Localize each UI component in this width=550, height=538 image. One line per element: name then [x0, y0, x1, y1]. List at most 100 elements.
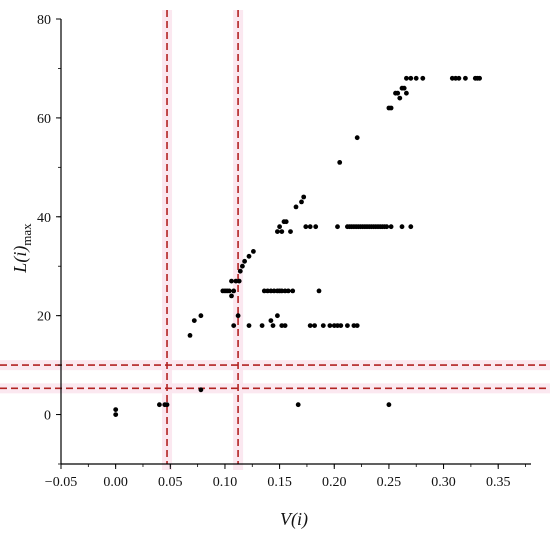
data-point-48	[288, 229, 293, 235]
data-point-106	[456, 75, 462, 81]
y-tick-label-1: 20	[37, 310, 51, 325]
data-point-80	[320, 323, 326, 328]
data-point-99	[404, 90, 409, 96]
data-point-33	[279, 288, 285, 294]
data-point-12	[226, 288, 232, 294]
data-point-22	[242, 258, 248, 264]
data-point-26	[259, 323, 265, 328]
y-tick-label-4: 80	[37, 13, 51, 28]
data-point-54	[313, 224, 319, 230]
x-tick-label-4: 0.15	[267, 475, 292, 490]
data-point-49	[293, 204, 299, 210]
y-axis-title: L(i)max	[10, 223, 34, 274]
data-point-83	[335, 323, 340, 328]
data-point-23	[246, 253, 252, 259]
data-point-39	[270, 323, 276, 328]
data-point-102	[413, 75, 419, 81]
data-point-5	[198, 387, 204, 393]
y-tick-labels: 0 20 40 60 80	[37, 13, 51, 424]
data-point-96	[397, 95, 403, 101]
data-point-98	[401, 85, 407, 91]
vertical-band-0	[162, 10, 173, 470]
data-point-13	[229, 293, 234, 299]
data-point-85	[345, 323, 350, 328]
data-point-4	[164, 402, 170, 408]
data-point-79	[312, 323, 317, 328]
data-point-110	[477, 75, 482, 81]
data-point-55	[335, 224, 340, 230]
data-points	[113, 75, 482, 417]
data-point-104	[449, 75, 455, 81]
data-point-44	[277, 224, 282, 230]
data-point-8	[198, 313, 204, 319]
x-tick-label-3: 0.10	[213, 475, 238, 490]
data-point-90	[337, 160, 343, 165]
data-point-41	[279, 323, 285, 328]
data-point-7	[191, 318, 197, 323]
data-point-51	[301, 194, 307, 200]
x-tick-labels: −0.05 0.00 0.05 0.10 0.15 0.20 0.25 0.30 0.35	[45, 475, 511, 490]
data-point-25	[246, 323, 252, 328]
data-point-45	[279, 229, 285, 235]
data-point-28	[265, 288, 270, 294]
data-point-89	[386, 402, 392, 408]
y-tick-label-3: 60	[37, 112, 51, 127]
y-tick-label-0: 0	[44, 409, 51, 424]
data-point-16	[233, 278, 239, 284]
data-point-107	[463, 75, 468, 81]
data-point-14	[231, 288, 237, 294]
y-tick-label-2: 40	[37, 211, 51, 226]
axes	[56, 18, 531, 469]
data-point-19	[235, 313, 241, 319]
data-point-52	[303, 224, 309, 230]
data-point-40	[275, 313, 280, 319]
x-tick-label-5: 0.20	[322, 475, 347, 490]
data-point-84	[338, 323, 344, 328]
data-point-101	[408, 75, 414, 81]
data-point-76	[399, 224, 405, 230]
data-point-35	[285, 288, 291, 294]
data-point-1	[113, 412, 119, 417]
data-point-38	[268, 318, 274, 323]
x-tick-label-8: 0.35	[486, 475, 511, 490]
x-tick-label-0: −0.05	[45, 475, 77, 490]
data-point-53	[307, 224, 313, 230]
data-point-17	[236, 278, 242, 284]
data-point-100	[404, 75, 409, 81]
data-point-6	[187, 333, 193, 338]
data-point-21	[240, 263, 245, 269]
data-point-2	[157, 402, 162, 408]
data-point-87	[354, 323, 360, 328]
data-point-43	[275, 229, 280, 235]
data-point-27	[261, 288, 267, 294]
data-point-0	[113, 407, 119, 412]
data-point-81	[327, 323, 333, 328]
data-point-74	[384, 224, 390, 230]
data-point-75	[388, 224, 394, 230]
data-point-30	[271, 288, 277, 294]
data-point-95	[395, 90, 401, 96]
data-point-88	[295, 402, 301, 408]
data-point-77	[408, 224, 414, 230]
data-point-103	[420, 75, 426, 81]
data-point-86	[351, 323, 357, 328]
data-point-20	[237, 268, 243, 274]
data-point-50	[299, 199, 304, 205]
vertical-band-1	[233, 10, 244, 470]
data-point-47	[283, 219, 289, 225]
data-point-78	[307, 323, 313, 328]
data-point-42	[282, 323, 288, 328]
ref-lines	[0, 10, 550, 464]
x-tick-label-7: 0.30	[431, 475, 456, 490]
x-tick-label-2: 0.05	[158, 475, 183, 490]
data-point-15	[229, 278, 234, 284]
x-axis-title: V(i)	[280, 509, 308, 530]
data-point-37	[316, 288, 322, 294]
data-point-93	[388, 105, 394, 111]
data-point-105	[453, 75, 458, 81]
x-tick-label-1: 0.00	[103, 475, 128, 490]
data-point-18	[231, 323, 237, 328]
data-point-91	[354, 135, 360, 141]
data-point-24	[251, 249, 256, 254]
